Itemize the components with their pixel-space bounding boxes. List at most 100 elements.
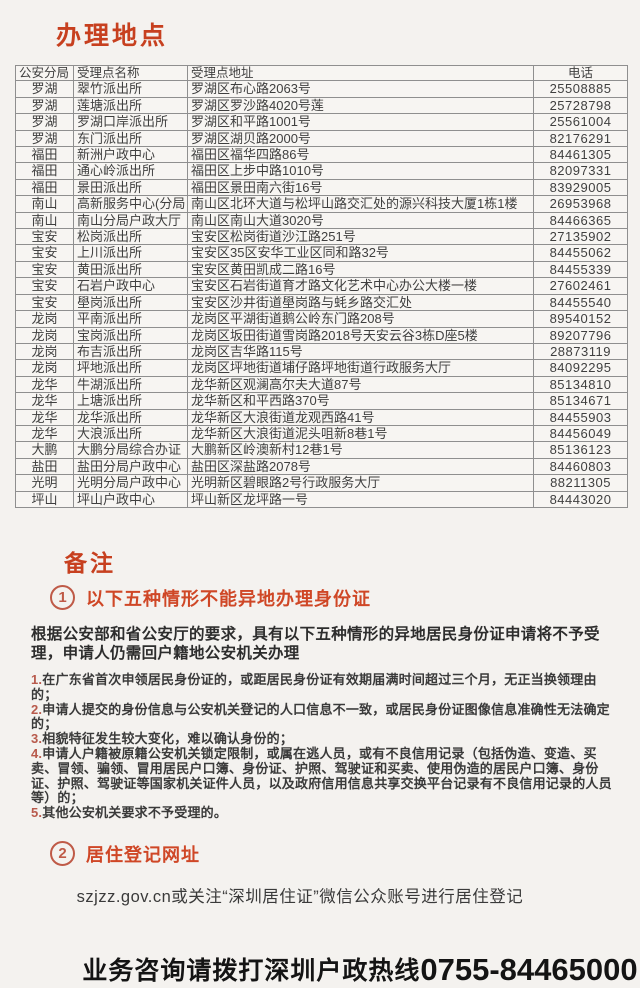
bureau-cell: 龙华: [15, 392, 74, 410]
circled-1-badge: 1: [50, 585, 75, 611]
note-item: 4.申请人户籍被原籍公安机关锁定限制，或属在逃人员，或有不良信用记录（包括伪造、…: [31, 745, 614, 806]
name-cell: 大浪派出所: [73, 424, 188, 443]
table-row: 罗湖 罗湖口岸派出所 罗湖区和平路1001号 25561004: [15, 113, 628, 131]
address-cell: 宝安区松岗街道沙江路251号: [187, 228, 534, 246]
circled-2-badge: 2: [50, 841, 75, 867]
table-row: 光明 光明分局户政中心 光明新区碧眼路2号行政服务大厅 88211305: [15, 474, 628, 492]
phone-cell: 25508885: [533, 80, 628, 98]
phone-cell: 84455339: [533, 260, 628, 279]
address-cell: 龙华新区观澜高尔夫大道87号: [187, 375, 534, 394]
name-cell: 光明分局户政中心: [73, 474, 188, 492]
section1-heading: 1 以下五种情形不能异地办理身份证: [50, 585, 640, 611]
table-row: 宝安 松岗派出所 宝安区松岗街道沙江路251号 27135902: [15, 228, 628, 246]
table-row: 宝安 石岩户政中心 宝安区石岩街道育才路文化艺术中心办公大楼一楼 27602461: [15, 277, 628, 295]
note-item-text: 相貌特征发生较大变化，难以确认身份的；: [42, 731, 294, 747]
phone-cell: 82176291: [533, 129, 628, 148]
bureau-cell: 南山: [15, 195, 74, 213]
note-item: 2.申请人提交的身份信息与公安机关登记的人口信息不一致，或居民身份证图像信息准确…: [31, 701, 614, 733]
note-item-number: 2.: [31, 701, 43, 717]
bureau-cell: 光明: [15, 474, 74, 492]
name-cell: 牛湖派出所: [73, 375, 188, 394]
registration-url-line: szjzz.gov.cn或关注“深圳居住证”微信公众账号进行居住登记: [76, 887, 524, 906]
note-item-text: 其他公安机关要求不予受理的。: [42, 805, 228, 821]
phone-cell: 84455540: [533, 293, 628, 312]
address-cell: 龙岗区坂田街道雪岗路2018号天安云谷3栋D座5楼: [187, 326, 534, 344]
phone-cell: 28873119: [533, 342, 628, 361]
table-row: 南山 南山分局户政大厅 南山区南山大道3020号 84466365: [15, 211, 628, 230]
address-cell: 福田区景田南六街16号: [187, 178, 534, 197]
address-cell: 龙华新区大浪街道龙观西路41号: [187, 408, 534, 426]
phone-cell: 89540152: [533, 310, 628, 328]
table-row: 龙华 大浪派出所 龙华新区大浪街道泥头咀新8巷1号 84456049: [15, 424, 628, 443]
phone-cell: 84456049: [533, 424, 628, 443]
bureau-cell: 坪山: [15, 490, 74, 508]
phone-cell: 84466365: [533, 211, 628, 230]
phone-cell: 84455062: [533, 244, 628, 262]
table-row: 大鹏 大鹏分局综合办证 大鹏新区岭澳新村12巷1号 85136123: [15, 441, 628, 459]
note-item: 3.相貌特征发生较大变化，难以确认身份的；: [31, 731, 614, 747]
address-cell: 龙岗区坪地街道埔仔路坪地街道行政服务大厅: [187, 359, 534, 377]
bureau-cell: 福田: [15, 162, 74, 180]
table-body: 罗湖 翠竹派出所 罗湖区布心路2063号 25508885 罗湖 莲塘派出所 罗湖区罗沙路4…: [15, 80, 628, 508]
note-item-number: 4.: [31, 745, 43, 761]
name-cell: 平南派出所: [73, 310, 188, 328]
phone-cell: 25728798: [533, 96, 628, 115]
name-cell: 坪山户政中心: [73, 490, 188, 508]
table-row: 罗湖 莲塘派出所 罗湖区罗沙路4020号莲 25728798: [15, 96, 628, 115]
name-cell: 东门派出所: [73, 129, 188, 148]
name-cell: 通心岭派出所: [73, 162, 188, 180]
phone-cell: 27602461: [533, 277, 628, 295]
note-item-text: 申请人户籍被原籍公安机关锁定限制，或属在逃人员，或有不良信用记录（包括伪造、变造…: [31, 745, 612, 806]
address-cell: 宝安区35区安华工业区同和路32号: [187, 244, 534, 262]
address-cell: 坪山新区龙坪路一号: [187, 490, 534, 508]
bureau-cell: 宝安: [15, 277, 74, 295]
bureau-cell: 龙岗: [15, 310, 74, 328]
column-header-3: 电话: [533, 64, 628, 82]
table-row: 龙岗 布吉派出所 龙岗区吉华路115号 28873119: [15, 342, 628, 361]
table-row: 龙岗 宝岗派出所 龙岗区坂田街道雪岗路2018号天安云谷3栋D座5楼 89207796: [15, 326, 628, 344]
name-cell: 龙华派出所: [73, 408, 188, 426]
table-header-row: 公安分局 受理点名称 受理点地址 电话: [15, 64, 628, 82]
section2-heading: 2 居住登记网址: [50, 841, 640, 867]
bureau-cell: 罗湖: [15, 129, 74, 148]
bureau-cell: 大鹏: [15, 441, 74, 459]
table-row: 龙华 龙华派出所 龙华新区大浪街道龙观西路41号 84455903: [15, 408, 628, 426]
phone-cell: 88211305: [533, 474, 628, 492]
name-cell: 翠竹派出所: [73, 80, 188, 98]
note-item-text: 在广东省首次申领居民身份证的，或距居民身份证有效期届满时间超过三个月，无正当换领…: [31, 671, 597, 702]
address-cell: 宝安区黄田凯成二路16号: [187, 260, 534, 279]
address-cell: 大鹏新区岭澳新村12巷1号: [187, 441, 534, 459]
note-item: 5.其他公安机关要求不予受理的。: [31, 805, 614, 821]
address-cell: 罗湖区罗沙路4020号莲: [187, 96, 534, 115]
table-row: 宝安 黄田派出所 宝安区黄田凯成二路16号 84455339: [15, 260, 628, 279]
name-cell: 盐田分局户政中心: [73, 457, 188, 476]
address-cell: 福田区上步中路1010号: [187, 162, 534, 180]
bureau-cell: 罗湖: [15, 96, 74, 115]
table-row: 福田 通心岭派出所 福田区上步中路1010号 82097331: [15, 162, 628, 180]
address-cell: 盐田区深盐路2078号: [187, 457, 534, 476]
name-cell: 壆岗派出所: [73, 293, 188, 312]
phone-cell: 82097331: [533, 162, 628, 180]
address-cell: 龙华新区大浪街道泥头咀新8巷1号: [187, 424, 534, 443]
phone-cell: 84443020: [533, 490, 628, 508]
bureau-cell: 宝安: [15, 293, 74, 312]
name-cell: 高新服务中心(分局: [73, 195, 188, 213]
address-cell: 龙岗区平湖街道鹅公岭东门路208号: [187, 310, 534, 328]
bureau-cell: 福田: [15, 178, 74, 197]
table-row: 龙华 上塘派出所 龙华新区和平西路370号 85134671: [15, 392, 628, 410]
name-cell: 莲塘派出所: [73, 96, 188, 115]
bureau-cell: 罗湖: [15, 113, 74, 131]
hotline-prefix: 业务咨询请拨打深圳户政热线: [82, 956, 421, 985]
name-cell: 大鹏分局综合办证: [73, 441, 188, 459]
name-cell: 坪地派出所: [73, 359, 188, 377]
section2-title: 居住登记网址: [86, 844, 200, 865]
note-item: 1.在广东省首次申领居民身份证的，或距居民身份证有效期届满时间超过三个月，无正当…: [31, 671, 614, 703]
name-cell: 石岩户政中心: [73, 277, 188, 295]
address-cell: 罗湖区湖贝路2000号: [187, 129, 534, 148]
table-row: 罗湖 翠竹派出所 罗湖区布心路2063号 25508885: [15, 80, 628, 98]
table-row: 坪山 坪山户政中心 坪山新区龙坪路一号 84443020: [15, 490, 628, 508]
name-cell: 南山分局户政大厅: [73, 211, 188, 230]
bureau-cell: 龙华: [15, 375, 74, 394]
address-cell: 罗湖区布心路2063号: [187, 80, 534, 98]
note-item-number: 1.: [31, 671, 43, 687]
